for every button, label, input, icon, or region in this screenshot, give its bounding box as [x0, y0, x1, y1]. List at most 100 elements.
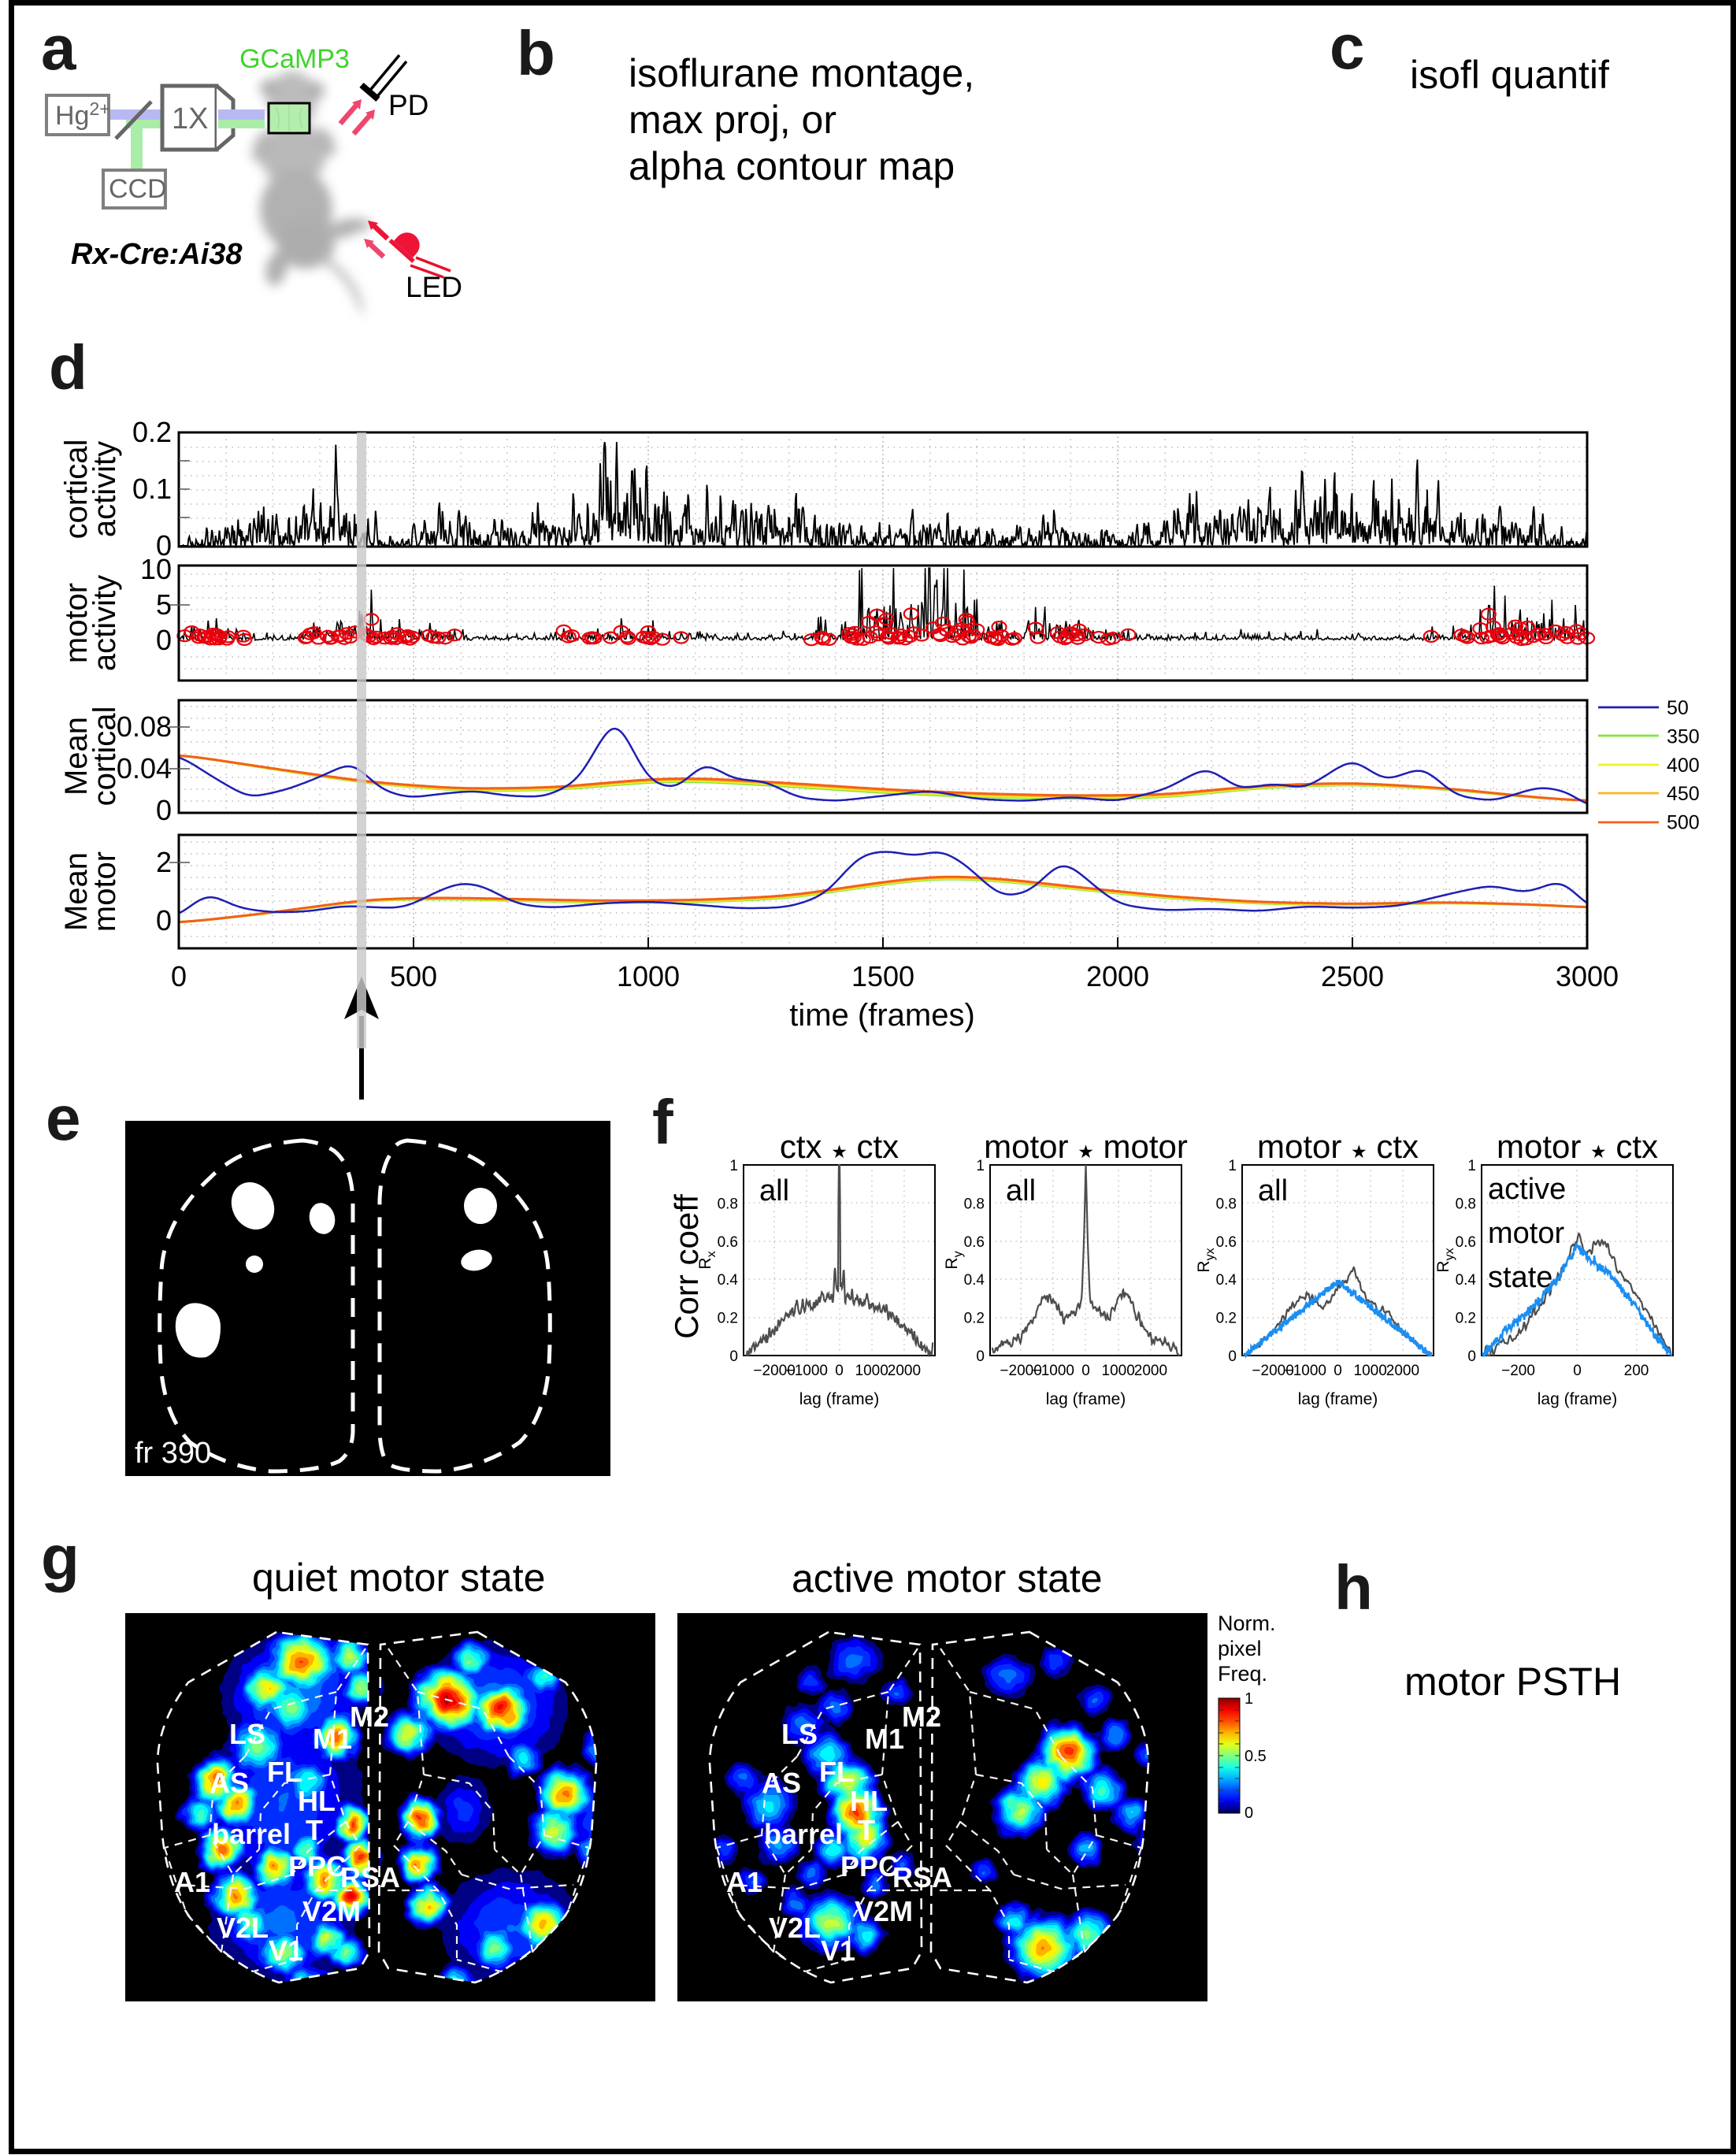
svg-text:0.4: 0.4 — [1216, 1272, 1237, 1289]
svg-text:cortical: cortical — [59, 440, 94, 540]
svg-text:motor: motor — [59, 583, 94, 663]
svg-text:barrel: barrel — [764, 1818, 843, 1850]
svg-text:lag (frame): lag (frame) — [799, 1390, 880, 1408]
svg-text:motor ★ ctx: motor ★ ctx — [1257, 1128, 1419, 1165]
svg-text:0.08: 0.08 — [117, 710, 172, 743]
svg-text:motor: motor — [87, 851, 122, 932]
svg-text:Ryx: Ryx — [1195, 1248, 1217, 1272]
svg-text:V2M: V2M — [855, 1895, 913, 1927]
svg-text:lag (frame): lag (frame) — [1046, 1390, 1126, 1408]
svg-text:RSA: RSA — [892, 1861, 952, 1894]
svg-text:Mean: Mean — [59, 852, 94, 931]
svg-text:0: 0 — [1245, 1804, 1253, 1822]
svg-text:2500: 2500 — [1321, 960, 1384, 992]
svg-text:LED: LED — [406, 271, 462, 303]
svg-text:ctx ★ ctx: ctx ★ ctx — [780, 1128, 899, 1165]
svg-text:0: 0 — [156, 794, 172, 826]
svg-text:Rx-Cre:Ai38: Rx-Cre:Ai38 — [71, 238, 243, 271]
svg-text:1000: 1000 — [617, 960, 680, 992]
svg-text:Mean: Mean — [59, 717, 94, 796]
svg-text:Ry: Ry — [943, 1251, 965, 1269]
svg-text:activity: activity — [87, 441, 122, 537]
svg-text:0: 0 — [1228, 1348, 1237, 1365]
svg-text:1000: 1000 — [1354, 1363, 1387, 1379]
svg-text:0.6: 0.6 — [964, 1234, 985, 1251]
svg-text:pixel: pixel — [1218, 1637, 1262, 1660]
svg-text:0: 0 — [1334, 1363, 1342, 1379]
svg-text:Freq.: Freq. — [1218, 1662, 1267, 1686]
svg-text:LS: LS — [781, 1718, 818, 1750]
svg-text:0: 0 — [1081, 1363, 1090, 1379]
svg-text:PPC: PPC — [288, 1850, 347, 1882]
svg-text:−1000: −1000 — [1033, 1363, 1074, 1379]
svg-text:0.8: 0.8 — [1216, 1196, 1237, 1212]
svg-text:lag (frame): lag (frame) — [1298, 1390, 1378, 1408]
svg-text:PD: PD — [388, 89, 428, 121]
svg-text:0.8: 0.8 — [964, 1196, 985, 1212]
svg-text:0.5: 0.5 — [1245, 1748, 1267, 1765]
svg-text:0: 0 — [835, 1363, 844, 1379]
svg-text:FL: FL — [267, 1756, 302, 1788]
svg-text:AS: AS — [210, 1767, 249, 1799]
svg-text:HL: HL — [850, 1785, 888, 1817]
svg-text:0.2: 0.2 — [1216, 1311, 1237, 1327]
svg-text:10: 10 — [140, 553, 172, 585]
svg-text:0.4: 0.4 — [718, 1272, 739, 1289]
svg-text:V2M: V2M — [302, 1895, 361, 1927]
svg-text:350: 350 — [1667, 725, 1700, 747]
svg-text:0.2: 0.2 — [132, 416, 172, 448]
svg-text:−200: −200 — [1501, 1363, 1535, 1379]
svg-text:CCD: CCD — [109, 174, 167, 204]
svg-text:HL: HL — [298, 1785, 336, 1817]
svg-text:1: 1 — [1228, 1158, 1237, 1174]
svg-text:M2: M2 — [350, 1701, 389, 1733]
svg-text:Corr coeff: Corr coeff — [668, 1194, 705, 1339]
svg-text:FL: FL — [819, 1756, 854, 1788]
svg-text:0: 0 — [171, 960, 187, 992]
svg-text:barrel: barrel — [212, 1818, 291, 1850]
svg-text:all: all — [1006, 1174, 1036, 1207]
svg-text:activity: activity — [87, 575, 122, 671]
svg-text:Ryx: Ryx — [1434, 1248, 1456, 1272]
svg-text:450: 450 — [1667, 783, 1700, 805]
svg-text:1500: 1500 — [851, 960, 914, 992]
svg-text:0.1: 0.1 — [132, 473, 172, 505]
svg-text:0.04: 0.04 — [117, 752, 172, 784]
svg-text:2000: 2000 — [1386, 1363, 1419, 1379]
svg-text:Norm.: Norm. — [1218, 1612, 1276, 1635]
svg-text:T: T — [858, 1814, 875, 1846]
svg-text:0: 0 — [729, 1348, 738, 1365]
svg-text:M1: M1 — [865, 1723, 904, 1755]
svg-text:1: 1 — [976, 1158, 985, 1174]
svg-text:0.2: 0.2 — [1456, 1311, 1476, 1327]
svg-text:0.2: 0.2 — [718, 1311, 738, 1327]
svg-text:all: all — [759, 1174, 789, 1207]
svg-text:2000: 2000 — [888, 1363, 921, 1379]
svg-text:1: 1 — [1245, 1690, 1253, 1708]
svg-text:−2000: −2000 — [1252, 1363, 1293, 1379]
svg-text:active: active — [1488, 1173, 1566, 1206]
svg-text:time (frames): time (frames) — [789, 998, 975, 1033]
svg-text:500: 500 — [1667, 812, 1700, 834]
svg-text:200: 200 — [1624, 1363, 1649, 1379]
svg-text:RSA: RSA — [340, 1861, 400, 1894]
svg-text:V2L: V2L — [769, 1912, 821, 1944]
svg-text:−1000: −1000 — [786, 1363, 828, 1379]
svg-text:GCaMP3: GCaMP3 — [239, 44, 350, 74]
svg-text:AS: AS — [762, 1767, 801, 1799]
svg-text:LS: LS — [229, 1718, 265, 1750]
svg-text:500: 500 — [390, 960, 437, 992]
svg-text:5: 5 — [156, 588, 172, 621]
svg-text:2000: 2000 — [1134, 1363, 1167, 1379]
svg-text:−2000: −2000 — [753, 1363, 795, 1379]
svg-text:motor: motor — [1488, 1217, 1564, 1250]
svg-text:400: 400 — [1667, 755, 1700, 777]
svg-text:0.6: 0.6 — [718, 1234, 738, 1251]
svg-text:0: 0 — [156, 529, 172, 562]
svg-text:1: 1 — [1467, 1158, 1476, 1174]
svg-text:lag (frame): lag (frame) — [1538, 1390, 1618, 1408]
svg-text:0.2: 0.2 — [964, 1311, 985, 1327]
svg-text:all: all — [1258, 1174, 1288, 1207]
svg-text:0: 0 — [156, 904, 172, 937]
svg-text:0.8: 0.8 — [1456, 1196, 1476, 1212]
